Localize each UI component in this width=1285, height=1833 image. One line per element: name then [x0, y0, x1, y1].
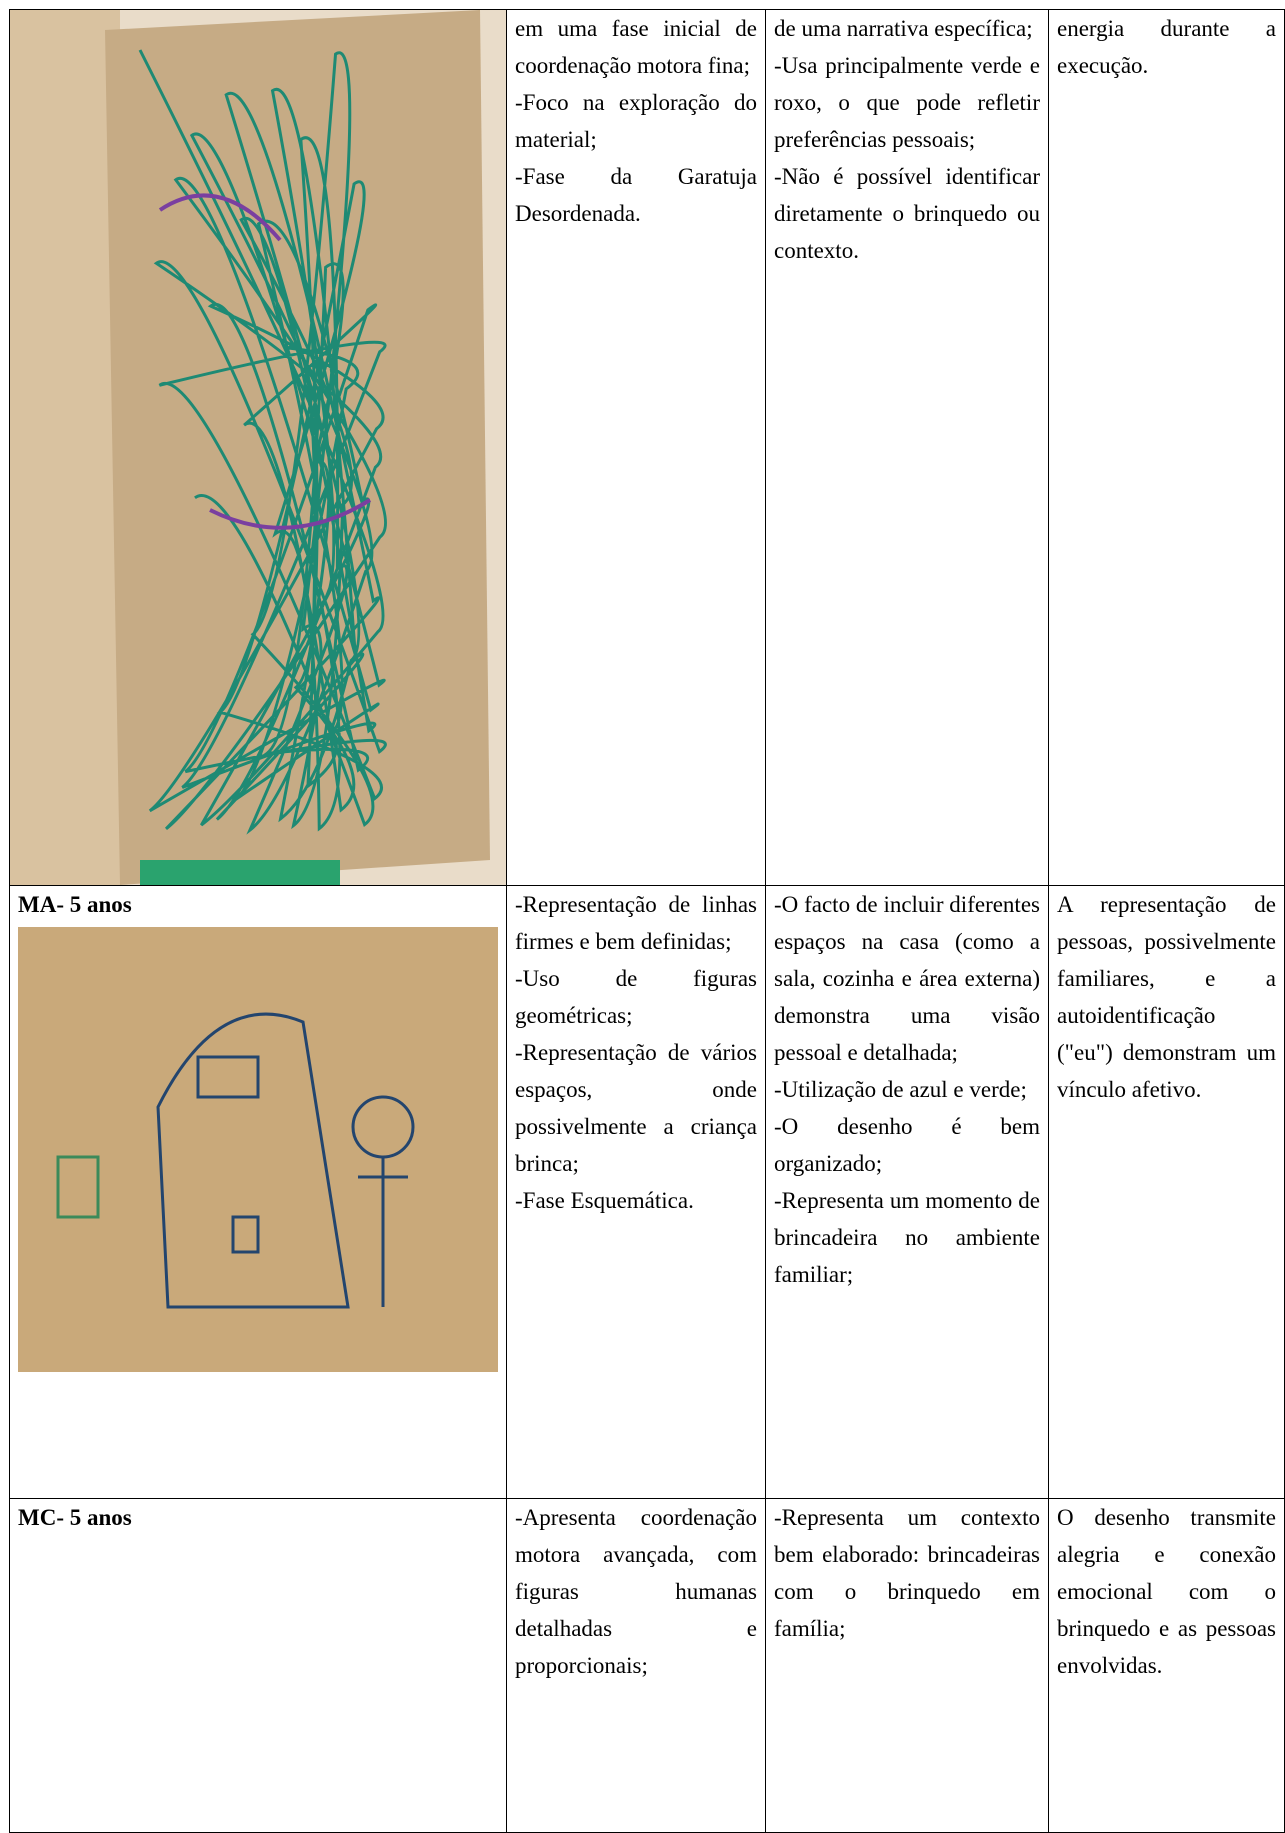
text-cell: -Apresenta coordenação motora avançada, … — [506, 1498, 766, 1833]
text-cell: de uma narrativa específica; -Usa princip… — [765, 9, 1049, 886]
text-cell: O desenho transmite alegria e conexão em… — [1048, 1498, 1285, 1833]
analysis-table: em uma fase inicial de coordenação motor… — [9, 9, 1285, 1833]
cell-text: -Representa um contexto bem elaborado: b… — [774, 1505, 1040, 1641]
cell-text: -Utilização de azul e verde; — [774, 1077, 1027, 1102]
cell-text: -Usa principalmente verde e roxo, o que … — [774, 53, 1040, 152]
cell-text: -Representação de linhas firmes e bem de… — [515, 892, 757, 954]
cell-text: de uma narrativa específica; — [774, 16, 1033, 41]
cell-text: -Não é possível identificar diretamente … — [774, 164, 1040, 263]
cell-text: -Apresenta coordenação motora avançada, … — [515, 1505, 757, 1678]
table-row: MC- 5 anos -Apresenta coordenação motora … — [9, 1498, 1285, 1833]
text-cell: -Representação de linhas firmes e bem de… — [506, 885, 766, 1499]
label-cell: MC- 5 anos — [9, 1498, 507, 1833]
cell-text: -Fase da Garatuja Desordenada. — [515, 164, 757, 226]
cell-text: -Representação de vários espaços, onde p… — [515, 1040, 757, 1176]
row-label: MC- 5 anos — [18, 1505, 132, 1530]
text-cell: energia durante a execução. — [1048, 9, 1285, 886]
cell-text: -O facto de incluir diferentes espaços n… — [774, 892, 1040, 1065]
cell-text: em uma fase inicial de coordenação motor… — [515, 16, 757, 78]
cell-text: -Representa um momento de brincadeira no… — [774, 1188, 1040, 1287]
table-row: em uma fase inicial de coordenação motor… — [9, 9, 1285, 886]
table-row: MA- 5 anos -Representação de linhas firme… — [9, 885, 1285, 1499]
drawing-photo — [10, 10, 506, 885]
drawing-photo — [18, 927, 498, 1372]
cell-text: -Foco na exploração do material; — [515, 90, 757, 152]
table-body: em uma fase inicial de coordenação motor… — [9, 9, 1285, 1833]
cell-text: A representação de pessoas, possivelment… — [1057, 892, 1276, 1102]
text-cell: -Representa um contexto bem elaborado: b… — [765, 1498, 1049, 1833]
cell-text: -Fase Esquemática. — [515, 1188, 694, 1213]
cell-text: -Uso de figuras geométricas; — [515, 966, 757, 1028]
text-cell: em uma fase inicial de coordenação motor… — [506, 9, 766, 886]
row-label: MA- 5 anos — [18, 892, 132, 917]
text-cell: A representação de pessoas, possivelment… — [1048, 885, 1285, 1499]
text-cell: -O facto de incluir diferentes espaços n… — [765, 885, 1049, 1499]
label-cell — [9, 9, 507, 886]
cell-text: O desenho transmite alegria e conexão em… — [1057, 1505, 1276, 1678]
cell-text: -O desenho é bem organizado; — [774, 1114, 1040, 1176]
cell-text: energia durante a execução. — [1057, 16, 1276, 78]
label-cell: MA- 5 anos — [9, 885, 507, 1499]
